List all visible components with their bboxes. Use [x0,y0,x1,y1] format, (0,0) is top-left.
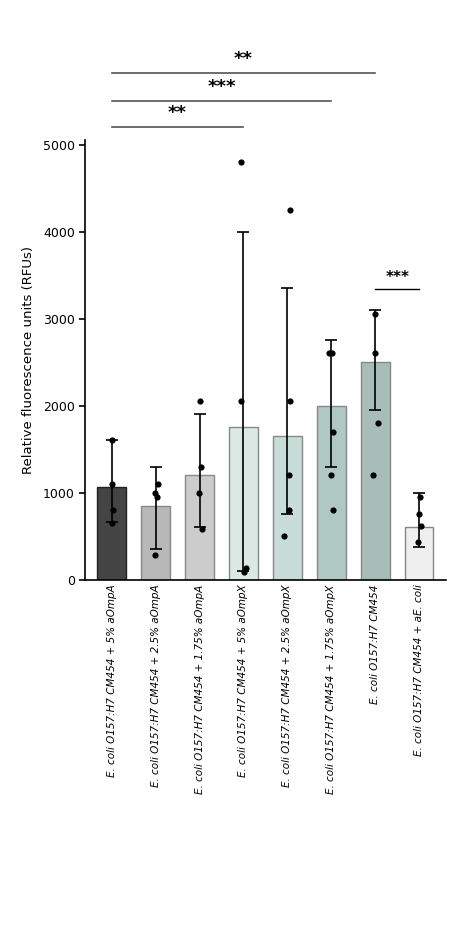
Point [108,433,116,448]
Point [286,394,293,409]
Point [415,507,423,522]
Point [329,503,337,518]
Point [416,490,423,505]
Point [154,477,162,492]
Text: ***: *** [207,78,236,96]
Bar [185,475,214,580]
Text: ***: *** [385,269,409,284]
Bar [97,487,126,580]
Point [286,503,293,518]
Point [109,477,116,492]
Point [237,154,245,169]
Point [371,307,379,322]
Point [199,522,206,537]
Point [109,503,117,518]
Point [196,394,203,409]
Point [285,468,293,482]
Text: **: ** [234,50,253,68]
Point [374,415,382,430]
Text: **: ** [168,104,187,122]
Point [151,548,159,563]
Point [242,560,250,575]
Point [328,346,336,361]
Point [414,535,421,550]
Bar [229,427,258,580]
Y-axis label: Relative fluorescence units (RFUs): Relative fluorescence units (RFUs) [22,246,35,474]
Point [372,346,379,361]
Point [151,485,159,500]
Point [325,346,333,361]
Point [237,394,245,409]
Point [240,565,248,580]
Point [369,468,377,482]
Bar [317,406,346,580]
Point [198,459,205,474]
Point [287,202,294,217]
Bar [273,436,301,580]
Point [328,468,335,482]
Point [108,516,116,531]
Point [329,424,337,439]
Point [153,490,160,505]
Bar [405,527,434,580]
Bar [361,362,390,580]
Bar [141,506,170,580]
Point [281,528,288,543]
Point [195,485,202,500]
Point [417,518,425,533]
